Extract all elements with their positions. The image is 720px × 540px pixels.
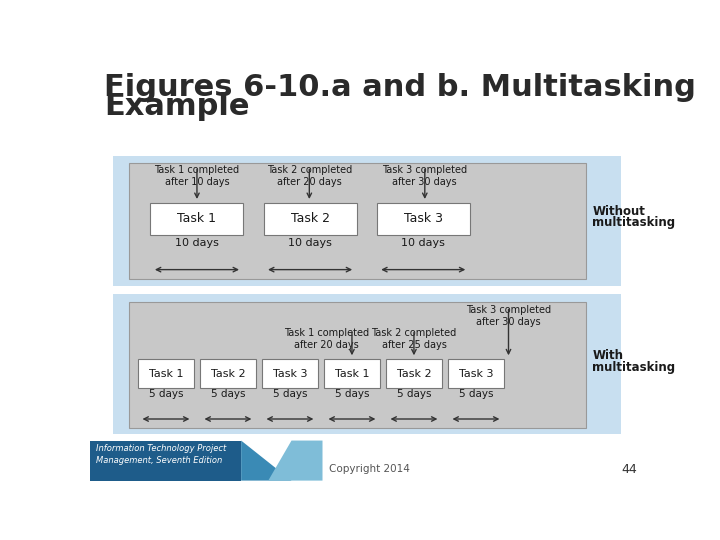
Text: Task 3 completed
after 30 days: Task 3 completed after 30 days [382,165,467,186]
Bar [129,302,586,428]
Text: 10 days: 10 days [175,239,219,248]
Polygon shape [269,441,323,481]
Bar [377,202,469,235]
Text: 44: 44 [621,463,637,476]
Text: Example: Example [104,92,249,121]
Text: Task 1: Task 1 [177,212,217,225]
Bar [150,202,243,235]
Text: Task 2: Task 2 [291,212,330,225]
Bar [448,359,504,388]
Bar [138,359,194,388]
Bar [113,294,621,434]
Text: Task 2: Task 2 [211,369,246,379]
Text: Figures 6-10.a and b. Multitasking: Figures 6-10.a and b. Multitasking [104,72,696,102]
Polygon shape [241,441,292,481]
Text: Task 3: Task 3 [404,212,443,225]
Text: multitasking: multitasking [593,361,675,374]
Text: Task 1: Task 1 [149,369,183,379]
Text: 10 days: 10 days [288,239,332,248]
Text: Task 3: Task 3 [459,369,493,379]
Text: 5 days: 5 days [335,389,369,400]
Text: Task 2 completed
after 20 days: Task 2 completed after 20 days [266,165,352,186]
Text: 10 days: 10 days [401,239,445,248]
Text: With: With [593,349,624,362]
Text: Without: Without [593,205,645,218]
Bar [264,202,356,235]
Text: multitasking: multitasking [593,216,675,229]
Bar [113,156,621,286]
Text: Task 1 completed
after 10 days: Task 1 completed after 10 days [154,165,240,186]
Text: Task 1: Task 1 [335,369,369,379]
Text: Task 3: Task 3 [273,369,307,379]
Text: 5 days: 5 days [149,389,183,400]
Text: 5 days: 5 days [459,389,493,400]
Bar [386,359,442,388]
Text: 5 days: 5 days [273,389,307,400]
Bar [262,359,318,388]
Text: Copyright 2014: Copyright 2014 [328,464,410,474]
Bar [129,164,586,279]
Text: Information Technology Project
Management, Seventh Edition: Information Technology Project Managemen… [96,444,227,465]
Text: Task 1 completed
after 20 days: Task 1 completed after 20 days [284,328,369,350]
Text: Task 2: Task 2 [397,369,431,379]
Bar [90,441,241,481]
Text: Task 2 completed
after 25 days: Task 2 completed after 25 days [372,328,456,350]
Bar [324,359,380,388]
Text: 5 days: 5 days [211,389,246,400]
Bar [200,359,256,388]
Text: Task 3 completed
after 30 days: Task 3 completed after 30 days [466,305,551,327]
Text: 5 days: 5 days [397,389,431,400]
